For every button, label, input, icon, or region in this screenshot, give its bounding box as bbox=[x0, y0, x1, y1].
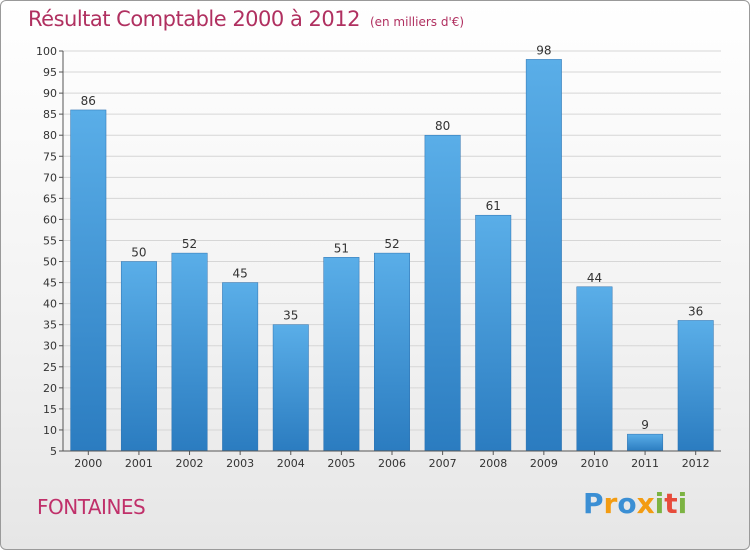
bar-2005 bbox=[323, 257, 360, 452]
bar-2003 bbox=[222, 282, 259, 452]
bar-2006 bbox=[374, 252, 410, 452]
bar-2001 bbox=[120, 261, 157, 452]
x-tick-label-2009: 2009 bbox=[530, 457, 558, 470]
data-label-2000: 86 bbox=[81, 94, 96, 108]
data-label-2010: 44 bbox=[587, 271, 602, 285]
logo-letter: P bbox=[583, 487, 604, 520]
data-label-2012: 36 bbox=[688, 304, 703, 318]
x-tick-label-2001: 2001 bbox=[125, 457, 153, 470]
x-tick-label-2011: 2011 bbox=[631, 457, 659, 470]
y-tick-label: 80 bbox=[43, 129, 57, 142]
bar-2012 bbox=[677, 320, 714, 452]
y-tick-label: 45 bbox=[43, 277, 57, 290]
y-tick-label: 100 bbox=[36, 45, 57, 58]
y-tick-label: 5 bbox=[50, 445, 57, 458]
x-tick-label-2010: 2010 bbox=[580, 457, 608, 470]
y-tick-label: 75 bbox=[43, 150, 57, 163]
y-tick-label: 50 bbox=[43, 256, 57, 269]
data-label-2003: 45 bbox=[233, 267, 248, 281]
data-label-2007: 80 bbox=[435, 119, 450, 133]
axis-layer: 5 10 15 20 25 30 35 40 45 50 55 60 65 70 75 80 85 90 95 100… bbox=[36, 45, 721, 470]
y-tick-label: 20 bbox=[43, 382, 57, 395]
y-tick-label: 95 bbox=[43, 66, 57, 79]
y-tick-label: 60 bbox=[43, 213, 57, 226]
bar-2007 bbox=[424, 134, 461, 452]
bar-2011 bbox=[627, 433, 664, 452]
bar-2008 bbox=[475, 214, 512, 452]
y-tick-label: 25 bbox=[43, 361, 57, 374]
data-label-2005: 51 bbox=[334, 241, 349, 255]
bar-2004 bbox=[272, 324, 309, 452]
bar-2002 bbox=[171, 252, 208, 452]
logo-letter: x bbox=[636, 487, 655, 520]
y-tick-label: 15 bbox=[43, 403, 57, 416]
logo-letter: i bbox=[654, 487, 665, 520]
data-label-2001: 50 bbox=[131, 246, 146, 260]
y-tick-label: 55 bbox=[43, 234, 57, 247]
x-tick-label-2005: 2005 bbox=[327, 457, 355, 470]
x-tick-label-2007: 2007 bbox=[429, 457, 457, 470]
x-tick-label-2000: 2000 bbox=[74, 457, 102, 470]
x-tick-label-2008: 2008 bbox=[479, 457, 507, 470]
x-tick-label-2006: 2006 bbox=[378, 457, 406, 470]
y-tick-label: 10 bbox=[43, 424, 57, 437]
chart-title-text: Résultat Comptable 2000 à 2012 bbox=[28, 7, 360, 31]
y-tick-label: 35 bbox=[43, 319, 57, 332]
data-label-2004: 35 bbox=[283, 309, 298, 323]
data-label-2008: 61 bbox=[486, 199, 501, 213]
y-tick-label: 70 bbox=[43, 171, 57, 184]
chart-subtitle: (en milliers d'€) bbox=[369, 15, 465, 29]
proxiti-logo: Proxiti bbox=[583, 487, 687, 520]
place-name: FONTAINES bbox=[37, 495, 146, 519]
bar-2010 bbox=[576, 286, 613, 452]
bar-2009 bbox=[525, 59, 562, 452]
logo-letter: t bbox=[664, 487, 678, 520]
x-tick-label-2004: 2004 bbox=[277, 457, 305, 470]
data-label-2011: 9 bbox=[641, 418, 649, 432]
x-tick-label-2002: 2002 bbox=[176, 457, 204, 470]
data-label-2002: 52 bbox=[182, 237, 197, 251]
logo-letter: i bbox=[677, 487, 688, 520]
y-tick-label: 85 bbox=[43, 108, 57, 121]
y-tick-label: 65 bbox=[43, 192, 57, 205]
data-label-2009: 98 bbox=[536, 43, 551, 57]
x-tick-label-2003: 2003 bbox=[226, 457, 254, 470]
data-label-2006: 52 bbox=[384, 237, 399, 251]
y-tick-label: 90 bbox=[43, 87, 57, 100]
x-tick-label-2012: 2012 bbox=[682, 457, 710, 470]
logo-letter: o bbox=[617, 487, 637, 520]
y-tick-label: 40 bbox=[43, 298, 57, 311]
logo-letter: r bbox=[603, 487, 618, 520]
chart-title: Résultat Comptable 2000 à 2012 (en millie… bbox=[28, 7, 464, 31]
bar-layer: 86 50 52 45 35 51 52 80 61 98 44 9 36 bbox=[70, 43, 714, 452]
bar-2000 bbox=[70, 109, 107, 452]
y-tick-label: 30 bbox=[43, 340, 57, 353]
